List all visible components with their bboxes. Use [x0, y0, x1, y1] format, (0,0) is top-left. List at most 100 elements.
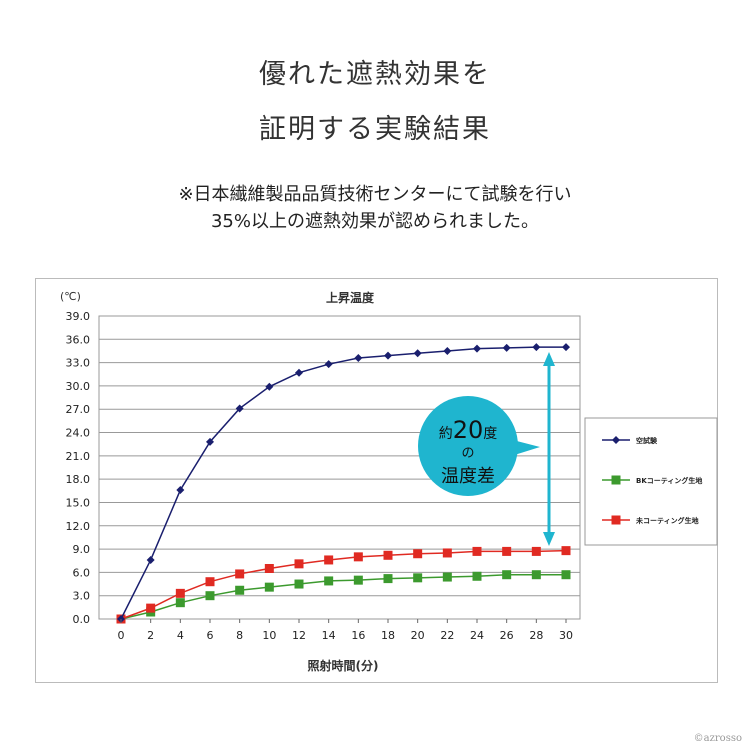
- y-tick-label: 39.0: [66, 310, 91, 323]
- x-tick-label: 10: [262, 629, 276, 642]
- data-point: [294, 579, 304, 589]
- data-point: [324, 555, 334, 565]
- legend-marker: [612, 436, 620, 444]
- data-point: [146, 603, 156, 613]
- y-tick-label: 21.0: [66, 450, 91, 463]
- data-point: [354, 353, 363, 362]
- x-tick-label: 22: [440, 629, 454, 642]
- x-tick-label: 24: [470, 629, 484, 642]
- arrow-head-down: [543, 532, 555, 546]
- y-tick-label: 33.0: [66, 357, 91, 370]
- legend-label: BKコーティング生地: [636, 476, 702, 485]
- y-tick-label: 18.0: [66, 473, 91, 486]
- data-point: [175, 598, 185, 608]
- data-point: [442, 548, 452, 558]
- x-tick-label: 28: [529, 629, 543, 642]
- data-point: [383, 574, 393, 584]
- callout-number: 20: [453, 416, 484, 444]
- data-point: [206, 437, 214, 446]
- data-point: [502, 546, 512, 556]
- x-tick-label: 12: [292, 629, 306, 642]
- data-point: [294, 559, 304, 569]
- data-point: [176, 486, 185, 495]
- x-tick-label: 20: [411, 629, 425, 642]
- x-axis-label: 照射時間(分): [308, 658, 379, 673]
- x-tick-label: 18: [381, 629, 395, 642]
- callout-middle: の: [461, 446, 474, 461]
- data-point: [532, 343, 541, 352]
- x-tick-label: 26: [500, 629, 514, 642]
- series-line: [120, 549, 567, 620]
- data-point: [472, 571, 482, 581]
- data-point: [175, 588, 185, 598]
- y-tick-label: 0.0: [73, 613, 91, 626]
- data-point: [561, 546, 571, 556]
- x-tick-label: 16: [351, 629, 365, 642]
- data-point: [502, 343, 511, 352]
- data-point: [413, 573, 423, 583]
- arrow-head-up: [543, 352, 555, 366]
- data-point: [413, 549, 423, 559]
- data-point: [472, 546, 482, 556]
- x-tick-label: 14: [322, 629, 336, 642]
- data-point: [502, 570, 512, 580]
- data-point: [413, 349, 422, 358]
- data-point: [384, 351, 392, 360]
- description-line-1: ※日本繊維製品品質技術センターにて試験を行い: [178, 184, 572, 205]
- y-tick-label: 3.0: [73, 590, 91, 603]
- data-point: [264, 582, 274, 592]
- data-point: [473, 344, 481, 353]
- y-tick-label: 9.0: [73, 543, 91, 556]
- data-point: [353, 575, 363, 585]
- legend-marker: [611, 475, 621, 485]
- callout-suffix: 度: [483, 426, 497, 442]
- x-tick-label: 8: [236, 629, 243, 642]
- data-point: [442, 572, 452, 582]
- data-point: [443, 346, 452, 355]
- data-point: [146, 555, 155, 564]
- legend-label: 未コーティング生地: [636, 516, 699, 525]
- x-tick-label: 6: [207, 629, 214, 642]
- y-axis-unit: (℃): [60, 290, 81, 303]
- y-tick-label: 24.0: [66, 427, 91, 440]
- data-point: [235, 404, 244, 413]
- callout-prefix: 約: [439, 426, 453, 442]
- data-point: [265, 382, 274, 391]
- heading-line-1: 優れた遮熱効果を: [259, 59, 491, 90]
- y-tick-label: 30.0: [66, 380, 91, 393]
- y-tick-label: 27.0: [66, 403, 91, 416]
- heading-line-2: 証明する実験結果: [259, 114, 491, 145]
- description-line-2: 35%以上の遮熱効果が認められました。: [210, 211, 539, 232]
- y-tick-label: 12.0: [66, 520, 91, 533]
- data-point: [562, 343, 570, 352]
- series-line: [120, 346, 566, 620]
- chart-title: 上昇温度: [326, 290, 375, 305]
- watermark: ©azrosso: [693, 733, 742, 744]
- data-point: [324, 576, 334, 586]
- data-point: [383, 550, 393, 560]
- y-tick-label: 6.0: [73, 566, 91, 579]
- y-tick-label: 15.0: [66, 496, 91, 509]
- data-point: [561, 570, 571, 580]
- data-point: [205, 591, 215, 601]
- legend-marker: [611, 515, 621, 525]
- x-tick-label: 2: [147, 629, 154, 642]
- data-point: [235, 585, 245, 595]
- x-tick-label: 4: [177, 629, 184, 642]
- y-tick-label: 36.0: [66, 333, 91, 346]
- data-point: [531, 570, 541, 580]
- callout-bubble: [418, 396, 518, 496]
- data-point: [324, 360, 333, 369]
- legend-box: [584, 417, 718, 546]
- data-point: [205, 577, 215, 587]
- legend-label: 空試験: [636, 436, 658, 445]
- data-point: [353, 552, 363, 562]
- data-point: [531, 546, 541, 556]
- data-point: [264, 564, 274, 573]
- data-point: [235, 569, 245, 579]
- svg-text:約20度: 約20度: [439, 416, 498, 444]
- x-tick-label: 30: [559, 629, 573, 642]
- callout-bottom: 温度差: [441, 466, 495, 487]
- series-line: [120, 573, 566, 620]
